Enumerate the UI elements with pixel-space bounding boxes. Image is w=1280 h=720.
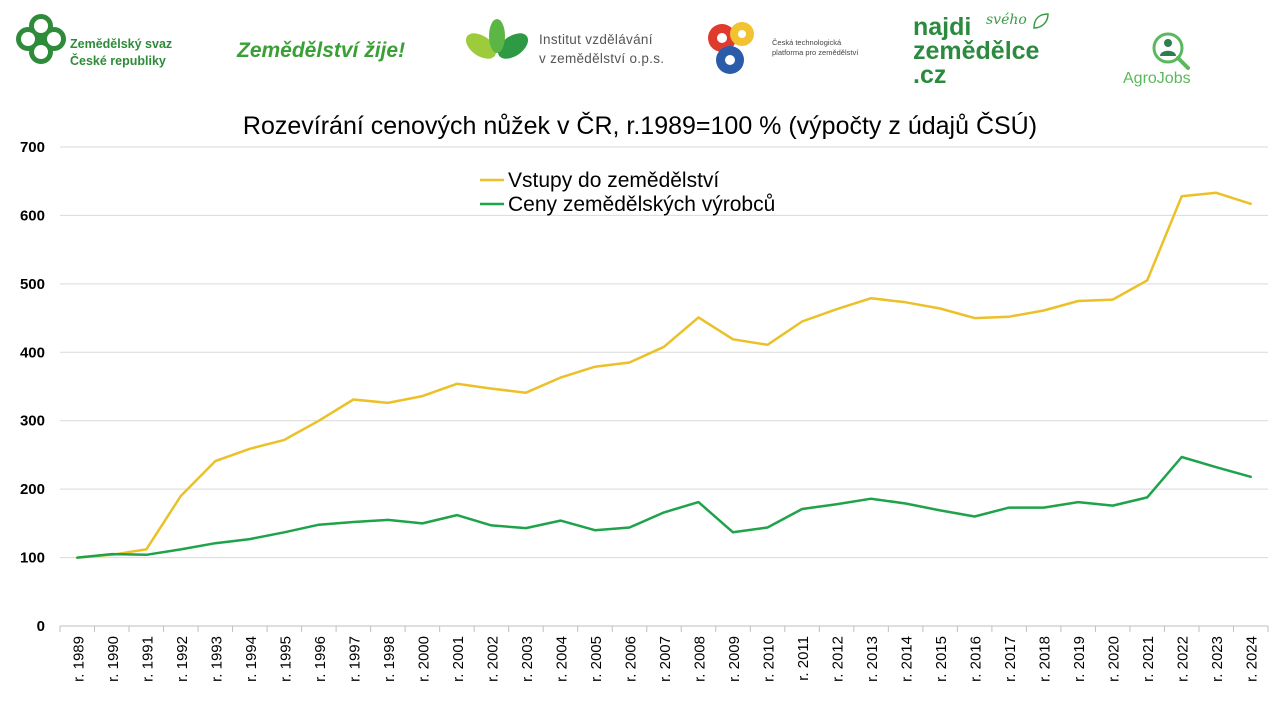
x-tick-label: r. 1989 [70,636,87,682]
x-tick-label: r. 1996 [312,636,329,682]
y-tick-label: 500 [20,276,45,293]
x-tick-label: r. 1994 [243,636,260,682]
y-tick-label: 600 [20,207,45,224]
x-tick-label: r. 2018 [1037,636,1054,682]
y-tick-label: 0 [37,618,45,635]
price-scissors-chart: Rozevírání cenových nůžek v ČR, r.1989=1… [20,111,1269,682]
x-tick-label: r. 2008 [692,636,709,682]
x-tick-label: r. 2009 [726,636,743,682]
institut-logo-text: Institut vzdělávání v zemědělství o.p.s. [539,32,665,66]
leaf-icon [1033,13,1049,29]
gears-logo-icon [708,22,754,74]
clover-logo-icon [16,14,66,64]
x-tick-label: r. 2011 [795,636,812,681]
agrojobs-logo-text: AgroJobs [1123,70,1191,87]
agrojobs-search-icon [1152,32,1190,70]
x-tick-label: r. 2014 [899,636,916,682]
ctp-logo-text: Česká technologická platforma pro zemědě… [772,38,859,57]
x-tick-label: r. 2017 [1002,636,1019,682]
x-tick-label: r. 2019 [1071,636,1088,682]
y-tick-label: 300 [20,413,45,430]
x-tick-label: r. 2021 [1140,636,1157,682]
x-tick-label: r. 2015 [933,636,950,682]
y-tick-label: 100 [20,550,45,567]
x-tick-label: r. 2012 [830,636,847,682]
x-tick-label: r. 2022 [1175,636,1192,682]
x-tick-label: r. 2000 [415,636,432,682]
svaz-logo-text: Zemědělský svaz České republiky [70,37,173,68]
sveho-logo-text: svého [986,12,1027,28]
logo-bar: Zemědělský svaz České republiky Zeměděls… [0,0,1280,100]
legend-label: Vstupy do zemědělství [508,169,719,192]
x-tick-label: r. 2003 [519,636,536,682]
x-tick-label: r. 1998 [381,636,398,682]
x-tick-label: r. 2004 [553,636,570,682]
najdi-logo-text: najdi zemědělce .cz [913,13,1040,89]
x-tick-label: r. 1997 [346,636,363,682]
y-tick-label: 200 [20,481,45,498]
x-tick-label: r. 2006 [622,636,639,682]
y-tick-label: 400 [20,344,45,361]
x-tick-label: r. 1995 [277,636,294,682]
series-line-inputs [76,191,1252,559]
x-tick-label: r. 2020 [1106,636,1123,682]
x-tick-label: r. 2016 [968,636,985,682]
x-tick-label: r. 1990 [105,636,122,682]
x-tick-label: r. 2005 [588,636,605,682]
chart-title: Rozevírání cenových nůžek v ČR, r.1989=1… [243,111,1037,140]
x-tick-label: r. 2024 [1244,636,1261,682]
x-tick-label: r. 2013 [864,636,881,682]
zije-logo-text: Zemědělství žije! [237,39,406,62]
x-tick-label: r. 1991 [139,636,156,682]
x-tick-label: r. 2002 [484,636,501,682]
x-tick-label: r. 2007 [657,636,674,682]
institut-leaf-logo-icon [465,19,529,59]
x-tick-label: r. 1992 [174,636,191,682]
x-tick-label: r. 2023 [1209,636,1226,682]
series-line-prices [76,455,1252,559]
legend-label: Ceny zemědělských výrobců [508,193,775,216]
x-tick-label: r. 1993 [208,636,225,682]
x-tick-label: r. 2001 [450,636,467,682]
y-tick-label: 700 [20,139,45,156]
x-tick-label: r. 2010 [761,636,778,682]
